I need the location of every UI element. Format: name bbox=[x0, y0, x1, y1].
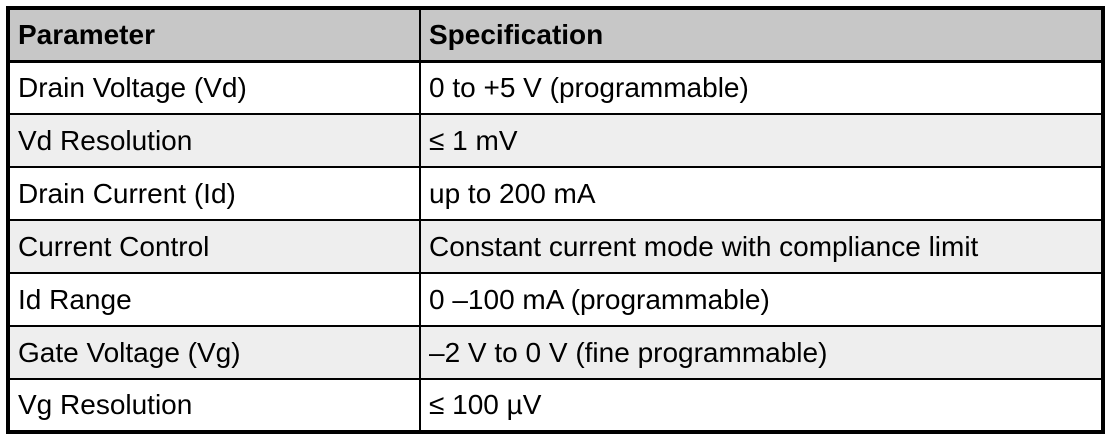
table-row: Drain Current (Id) up to 200 mA bbox=[7, 166, 1104, 221]
cell-parameter: Gate Voltage (Vg) bbox=[7, 325, 421, 380]
cell-specification: ≤ 100 µV bbox=[419, 378, 1104, 433]
spec-table: Parameter Specification Drain Voltage (V… bbox=[6, 6, 1105, 434]
cell-specification: –2 V to 0 V (fine programmable) bbox=[419, 325, 1104, 380]
cell-parameter: Drain Current (Id) bbox=[7, 166, 421, 221]
header-specification: Specification bbox=[419, 7, 1104, 63]
header-parameter: Parameter bbox=[7, 7, 421, 63]
cell-parameter: Vg Resolution bbox=[7, 378, 421, 433]
cell-parameter: Drain Voltage (Vd) bbox=[7, 60, 421, 115]
cell-specification: up to 200 mA bbox=[419, 166, 1104, 221]
cell-specification: 0 –100 mA (programmable) bbox=[419, 272, 1104, 327]
table-row: Vg Resolution ≤ 100 µV bbox=[7, 378, 1104, 433]
cell-specification: ≤ 1 mV bbox=[419, 113, 1104, 168]
table-row: Drain Voltage (Vd) 0 to +5 V (programmab… bbox=[7, 60, 1104, 115]
table-header-row: Parameter Specification bbox=[7, 7, 1104, 63]
table-row: Id Range 0 –100 mA (programmable) bbox=[7, 272, 1104, 327]
cell-parameter: Current Control bbox=[7, 219, 421, 274]
cell-specification: Constant current mode with compliance li… bbox=[419, 219, 1104, 274]
table-row: Current Control Constant current mode wi… bbox=[7, 219, 1104, 274]
table-row: Vd Resolution ≤ 1 mV bbox=[7, 113, 1104, 168]
cell-parameter: Id Range bbox=[7, 272, 421, 327]
cell-parameter: Vd Resolution bbox=[7, 113, 421, 168]
table-row: Gate Voltage (Vg) –2 V to 0 V (fine prog… bbox=[7, 325, 1104, 380]
cell-specification: 0 to +5 V (programmable) bbox=[419, 60, 1104, 115]
